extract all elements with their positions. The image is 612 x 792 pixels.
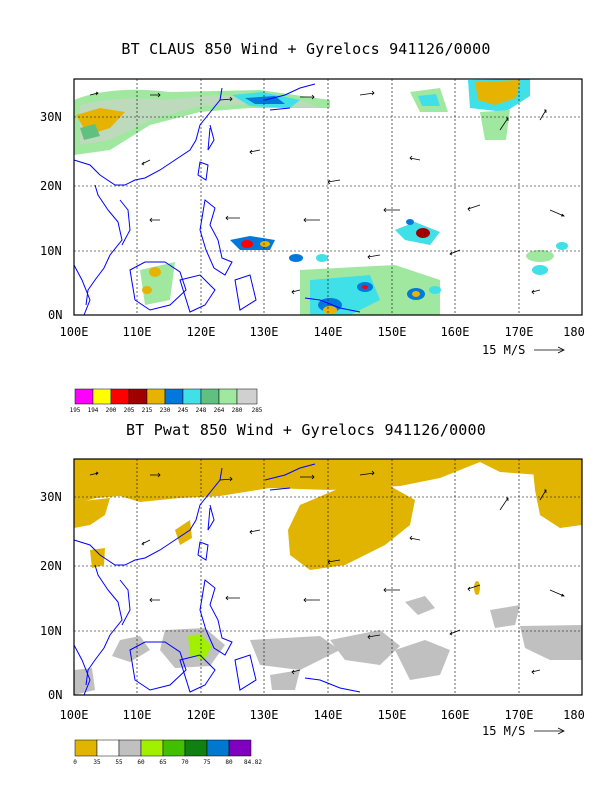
legend-value: 35 bbox=[93, 759, 101, 766]
panel1-wind-arrows bbox=[89, 90, 565, 295]
lon-label: 160E bbox=[441, 325, 470, 339]
lat-label: 10N bbox=[40, 244, 62, 258]
lon-label: 120E bbox=[187, 325, 216, 339]
lat-label: 0N bbox=[48, 688, 62, 702]
legend-value: 200 bbox=[106, 407, 117, 414]
lat-label: 30N bbox=[40, 110, 62, 124]
legend-value: 60 bbox=[137, 759, 145, 766]
legend-value: 70 bbox=[181, 759, 189, 766]
lon-label: 150E bbox=[378, 325, 407, 339]
panel2-scale-arrow: 15 M/S bbox=[482, 724, 565, 738]
panel2-coastlines bbox=[73, 463, 361, 696]
panel1-coastlines bbox=[73, 83, 361, 316]
legend-value: 245 bbox=[178, 407, 189, 414]
lon-label: 170E bbox=[505, 325, 534, 339]
lat-label: 30N bbox=[40, 490, 62, 504]
legend-value: 215 bbox=[142, 407, 153, 414]
legend-value: 248 bbox=[196, 407, 207, 414]
lon-label: 120E bbox=[187, 708, 216, 722]
legend-value: 84.82 bbox=[244, 759, 262, 766]
lon-label: 180 bbox=[563, 325, 585, 339]
lon-label: 100E bbox=[60, 325, 89, 339]
scale-label: 15 M/S bbox=[482, 343, 525, 357]
legend-value: 75 bbox=[203, 759, 211, 766]
panel1-lon-labels: 100E 110E 120E 130E 140E 150E 160E 170E … bbox=[60, 325, 585, 339]
lat-label: 20N bbox=[40, 559, 62, 573]
legend-value: 264 bbox=[214, 407, 225, 414]
lon-label: 100E bbox=[60, 708, 89, 722]
panel2-wind-arrows bbox=[89, 470, 565, 675]
panel1-lat-labels: 30N 20N 10N 0N bbox=[40, 110, 62, 322]
panel2-title: BT Pwat 850 Wind + Gyrelocs 941126/0000 bbox=[126, 421, 486, 439]
legend-value: 194 bbox=[88, 407, 99, 414]
legend-value: 230 bbox=[160, 407, 171, 414]
lon-label: 110E bbox=[123, 708, 152, 722]
panel2-lat-labels: 30N 20N 10N 0N bbox=[40, 490, 62, 702]
legend-value: 65 bbox=[159, 759, 167, 766]
legend-value: 280 bbox=[232, 407, 243, 414]
panel2-lon-labels: 100E 110E 120E 130E 140E 150E 160E 170E … bbox=[60, 708, 585, 722]
lon-label: 130E bbox=[250, 708, 279, 722]
lon-label: 160E bbox=[441, 708, 470, 722]
legend-value: 55 bbox=[115, 759, 123, 766]
legend-value: 195 bbox=[70, 407, 81, 414]
lon-label: 180 bbox=[563, 708, 585, 722]
panel1-legend: 195 194 200 205 215 230 245 248 264 280 … bbox=[70, 388, 263, 414]
lat-label: 0N bbox=[48, 308, 62, 322]
legend-value: 205 bbox=[124, 407, 135, 414]
lon-label: 130E bbox=[250, 325, 279, 339]
legend-value: 0 bbox=[73, 759, 77, 766]
legend-value: 80 bbox=[225, 759, 233, 766]
panel2-legend: 0 35 55 60 65 70 75 80 84.82 bbox=[73, 739, 262, 766]
lon-label: 150E bbox=[378, 708, 407, 722]
scale-label: 15 M/S bbox=[482, 724, 525, 738]
panel2-map bbox=[73, 458, 583, 696]
lon-label: 140E bbox=[314, 325, 343, 339]
lat-label: 10N bbox=[40, 624, 62, 638]
lon-label: 170E bbox=[505, 708, 534, 722]
panel1-scale-arrow: 15 M/S bbox=[482, 343, 565, 357]
legend-value: 285 bbox=[252, 407, 263, 414]
lon-label: 110E bbox=[123, 325, 152, 339]
panel1-title: BT CLAUS 850 Wind + Gyrelocs 941126/0000 bbox=[121, 40, 491, 58]
lon-label: 140E bbox=[314, 708, 343, 722]
panel1-map bbox=[73, 78, 583, 316]
lat-label: 20N bbox=[40, 179, 62, 193]
